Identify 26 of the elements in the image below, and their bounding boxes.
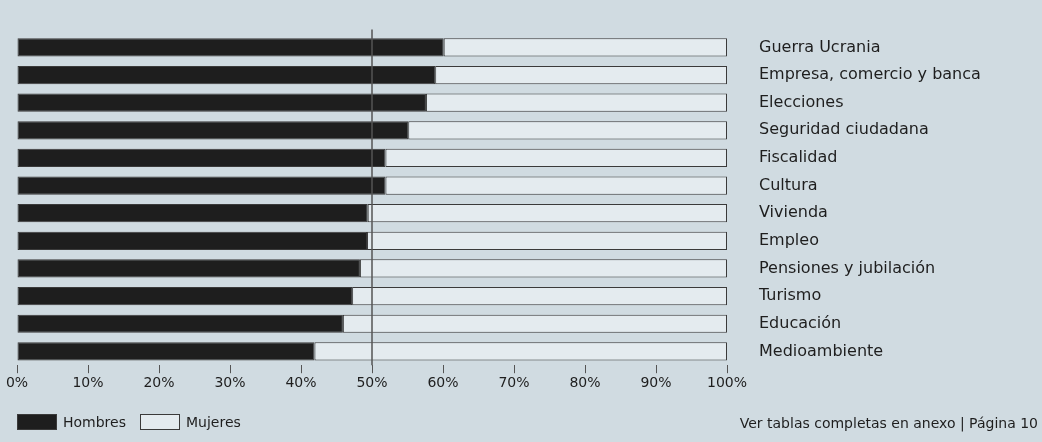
- y-tick-label: Pensiones y jubilación: [759, 257, 936, 277]
- y-tick-label: Fiscalidad: [759, 147, 838, 167]
- y-tick-label: Medioambiente: [759, 340, 884, 360]
- x-tick-label: 40%: [285, 374, 317, 391]
- x-tick-label: 0%: [5, 374, 29, 391]
- y-tick-label: Turismo: [758, 285, 822, 305]
- x-tick-label: 60%: [427, 374, 459, 391]
- x-tick-label: 30%: [214, 374, 246, 391]
- y-tick-label: Vivienda: [759, 202, 828, 222]
- y-tick-label: Guerra Ucrania: [759, 36, 881, 56]
- x-tick-label: 20%: [143, 374, 175, 391]
- x-tick-label: 80%: [569, 374, 601, 391]
- x-tick-label: 90%: [640, 374, 672, 391]
- y-tick-label: Empresa, comercio y banca: [759, 64, 981, 84]
- x-tick-label: 70%: [498, 374, 530, 391]
- x-tick-label: 50%: [356, 374, 388, 391]
- legend-label: Mujeres: [185, 414, 241, 430]
- y-tick-label: Seguridad ciudadana: [759, 119, 929, 139]
- y-tick-label: Cultura: [759, 174, 818, 194]
- x-tick-label: 10%: [72, 374, 104, 391]
- text: Ver tablas completas en anexo | Página 10: [739, 415, 1038, 431]
- x-tick-label: 100%: [706, 374, 748, 391]
- y-tick-label: Empleo: [759, 230, 819, 250]
- y-tick-label: Elecciones: [759, 91, 844, 111]
- y-tick-label: Educación: [759, 312, 842, 332]
- legend-label: Hombres: [63, 414, 126, 430]
